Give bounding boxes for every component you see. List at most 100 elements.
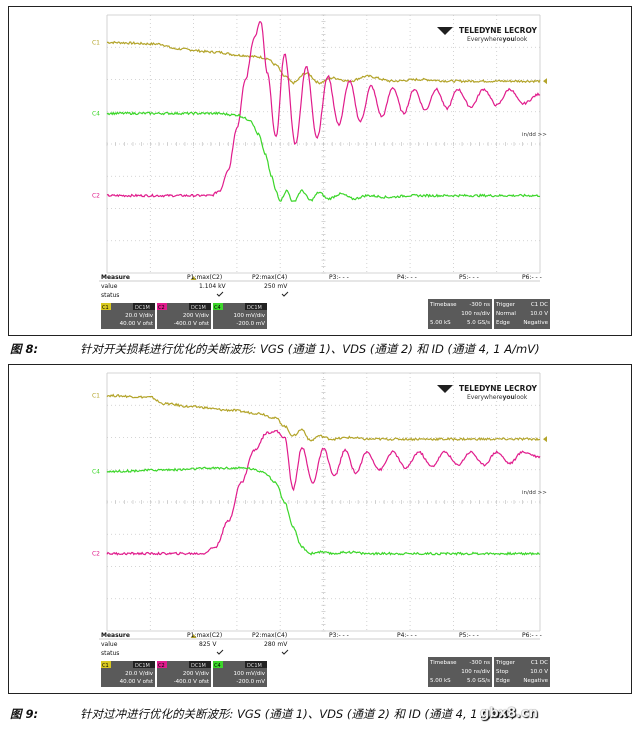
grid	[106, 372, 541, 632]
measure-column-header: P3:- - -	[329, 274, 349, 281]
channel-vdiv: 20.0 V/div	[125, 671, 154, 677]
trigger-level: 10.0 V	[530, 311, 548, 317]
channel-coupling: DC1M	[247, 305, 262, 311]
channel-vdiv: 100 mV/div	[234, 313, 266, 319]
coupling-tag	[245, 661, 267, 668]
measure-column-header: P5:- - -	[459, 632, 479, 639]
channel-marker-c4: C4	[92, 468, 100, 475]
caption-fig9: 图 9: 针对过冲进行优化的关断波形: VGS (通道 1)、VDS (通道 2)…	[10, 706, 630, 726]
trigger-box: Trigger C1 DC Stop 10.0 V Edge Negative	[494, 657, 550, 687]
channel-tag	[213, 661, 223, 668]
trigger-label: Trigger	[495, 302, 516, 308]
measure-value: 825 V	[199, 641, 217, 648]
measure-row-value: value	[101, 641, 118, 648]
measure-row-status: status	[101, 292, 119, 299]
channel-name: C4	[214, 663, 221, 669]
channel-coupling: DC1M	[135, 663, 150, 669]
channel-marker-c2: C2	[92, 193, 100, 200]
channel-coupling: DC1M	[135, 305, 150, 311]
brand-tagline: Everywhereyoulook	[467, 36, 528, 43]
brand-tagline: Everywhereyoulook	[467, 394, 528, 401]
status-check-icon	[281, 291, 289, 297]
channel-name: C4	[214, 305, 221, 311]
trigger-type: Edge	[496, 678, 510, 684]
channel-tag	[157, 303, 167, 310]
channel-box-c1: C1 DC1M 20.0 V/div 40.00 V ofst	[101, 303, 155, 329]
measure-column-header: P1:max(C2)	[187, 274, 222, 281]
channel-box-c2: C2 DC1M 200 V/div -400.0 V ofst	[157, 303, 211, 329]
timebase-label: Timebase	[429, 302, 457, 308]
scope-screen-fig9: C1 C2 C4 in/dd >> TELEDYNE LECROYEverywherey…	[92, 372, 550, 687]
timebase-label: Timebase	[429, 660, 457, 666]
brand-name: TELEDYNE LECROY	[459, 26, 538, 35]
trigger-label: Trigger	[495, 660, 516, 666]
coupling-tag	[133, 303, 155, 310]
trigger-slope: Negative	[523, 678, 548, 684]
channel-offset: -200.0 mV	[236, 679, 265, 685]
trigger-level-icon	[543, 436, 547, 443]
channel-vdiv: 100 mV/div	[234, 671, 266, 677]
trigger-level: 10.0 V	[530, 669, 548, 675]
measure-column-header: P2:max(C4)	[252, 274, 287, 281]
measure-column-header: P6:- - -	[522, 632, 542, 639]
status-check-icon	[216, 291, 224, 297]
channel-vdiv: 200 V/div	[183, 671, 210, 677]
series-line-c1	[106, 393, 540, 442]
measure-label: Measure	[101, 632, 130, 639]
measure-column-header: P1:max(C2)	[187, 632, 222, 639]
timebase-delay: -300 ns	[469, 302, 490, 308]
channel-box-c2: C2 DC1M 200 V/div -400.0 V ofst	[157, 661, 211, 687]
channel-vdiv: 200 V/div	[183, 313, 210, 319]
channel-name: C2	[158, 305, 165, 311]
channel-name: C1	[102, 663, 109, 669]
series-line-c2	[106, 21, 541, 198]
timebase-box: Timebase -300 ns 100 ns/div 5.00 kS 5.0 GS/s	[428, 657, 492, 687]
timebase-samples: 5.00 kS	[430, 320, 451, 326]
channel-coupling: DC1M	[247, 663, 262, 669]
measure-column-header: P6:- - -	[522, 274, 542, 281]
coupling-tag	[189, 303, 211, 310]
channel-box-c4: C4 DC1M 100 mV/div -200.0 mV	[213, 303, 267, 329]
trigger-position-icon	[190, 634, 197, 638]
timebase-rate: 5.0 GS/s	[467, 320, 490, 326]
measure-value: 250 mV	[264, 283, 288, 290]
trigger-level-icon	[543, 78, 547, 85]
channel-tag	[213, 303, 223, 310]
channel-box-c1: C1 DC1M 20.0 V/div 40.00 V ofst	[101, 661, 155, 687]
measure-value: 1.104 kV	[199, 283, 227, 290]
channel-box-c4: C4 DC1M 100 mV/div -200.0 mV	[213, 661, 267, 687]
channel-marker-c1: C1	[92, 393, 100, 400]
channel-offset: -200.0 mV	[236, 321, 265, 327]
channel-tag	[101, 303, 111, 310]
trigger-slope: Negative	[523, 320, 548, 326]
series-line-c1	[106, 40, 541, 85]
figure-label: 图 9:	[10, 707, 39, 721]
channel-offset: -400.0 V ofst	[174, 321, 210, 327]
trigger-bg	[494, 657, 550, 687]
measure-value: 280 mV	[264, 641, 288, 648]
series-line-c4	[106, 111, 541, 202]
coupling-tag	[189, 661, 211, 668]
timebase-samples: 5.00 kS	[430, 678, 451, 684]
channel-name: C2	[158, 663, 165, 669]
trigger-source: C1 DC	[531, 660, 548, 666]
status-check-icon	[281, 649, 289, 655]
trigger-bg	[494, 299, 550, 329]
channel-offset: 40.00 V ofst	[120, 321, 154, 327]
channel-name: C1	[102, 305, 109, 311]
trigger-mode: Normal	[496, 311, 516, 317]
channel-coupling: DC1M	[191, 663, 206, 669]
caption-fig8: 图 8: 针对开关损耗进行优化的关断波形: VGS (通道 1)、VDS (通道 …	[10, 341, 630, 361]
timebase-tdiv: 100 ns/div	[461, 669, 490, 675]
status-check-icon	[216, 649, 224, 655]
trigger-type: Edge	[496, 320, 510, 326]
measure-row-value: value	[101, 283, 118, 290]
channel-marker-c1: C1	[92, 39, 100, 46]
measure-row-status: status	[101, 650, 119, 657]
channel-tag	[101, 661, 111, 668]
series-line-c4	[106, 466, 541, 556]
measure-column-header: P4:- - -	[397, 632, 417, 639]
scope-screen-fig8: C1 C2 C4 in/dd >> TELEDYNE LECROYEverywherey…	[92, 14, 550, 329]
teledyne-logo-icon	[437, 27, 453, 35]
timebase-box: Timebase -300 ns 100 ns/div 5.00 kS 5.0 GS/s	[428, 299, 492, 329]
